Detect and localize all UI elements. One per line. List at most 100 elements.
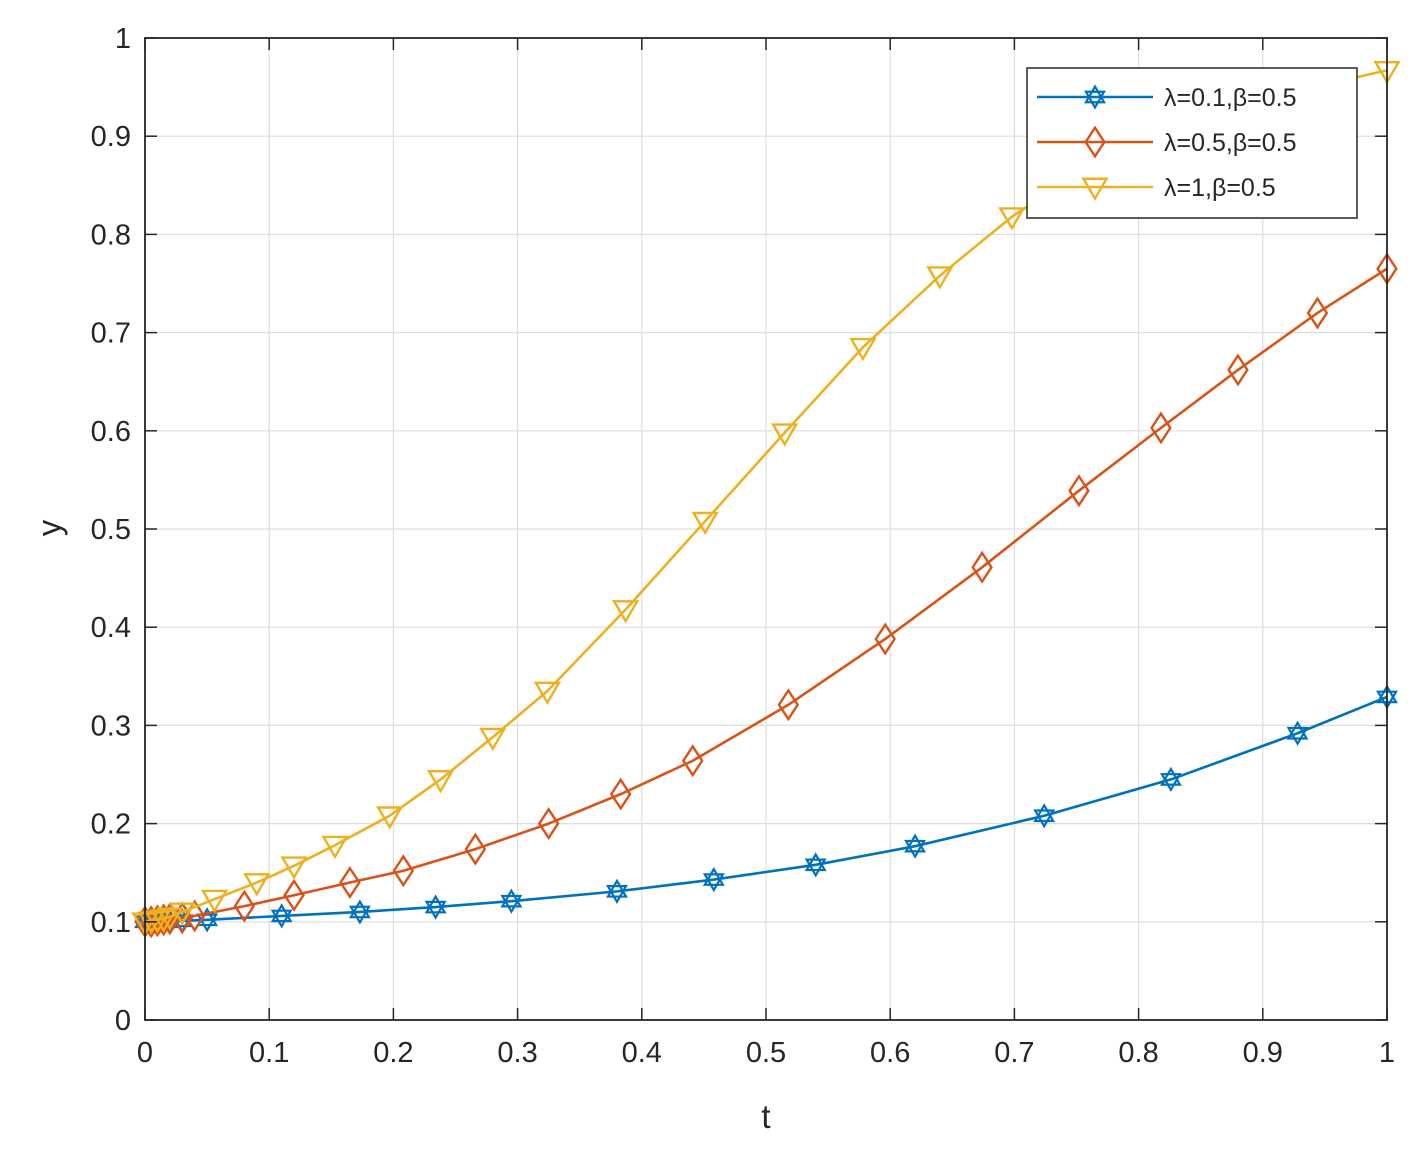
marker-triangle-up — [904, 833, 926, 853]
marker-triangle-down — [270, 909, 293, 929]
legend: λ=0.1,β=0.5 λ=0.5,β=0.5 λ=1,β=0.5 — [1026, 67, 1358, 219]
legend-item: λ=0.5,β=0.5 — [1037, 125, 1297, 159]
marker-triangle-down — [804, 858, 827, 878]
legend-item: λ=1,β=0.5 — [1037, 174, 1276, 202]
data-point — [702, 866, 725, 893]
data-point — [874, 622, 897, 656]
marker-triangle-down — [1033, 809, 1056, 829]
marker-triangle-up — [606, 878, 628, 898]
y-tick-label: 0.1 — [91, 907, 131, 939]
marker-triangle-down — [702, 873, 725, 893]
data-point — [424, 894, 447, 920]
marker-triangle-up — [348, 899, 371, 919]
legend-item: λ=0.1,β=0.5 — [1037, 84, 1297, 112]
marker-triangle-down — [606, 885, 628, 905]
marker-triangle-down — [1084, 90, 1106, 110]
data-point — [464, 832, 487, 866]
data-point — [348, 899, 371, 925]
data-point — [200, 889, 229, 914]
marker-triangle-up — [424, 894, 447, 914]
data-point — [777, 688, 800, 722]
x-tick-label: 0.6 — [870, 1037, 910, 1069]
marker-triangle-down — [904, 839, 926, 859]
y-tick-label: 0.5 — [91, 514, 131, 546]
data-point — [156, 907, 184, 931]
x-axis-title: t — [761, 1098, 770, 1135]
y-tick-label: 0.9 — [91, 121, 131, 153]
x-tick-label: 0.8 — [1118, 1037, 1158, 1069]
data-point — [283, 878, 305, 912]
data-point — [1084, 125, 1106, 159]
data-point — [1159, 766, 1182, 793]
data-point — [1068, 474, 1090, 508]
data-point — [233, 889, 256, 923]
marker-triangle-up — [702, 866, 725, 886]
y-tick-label: 0.6 — [91, 416, 131, 448]
marker-triangle-down — [424, 900, 447, 920]
marker-triangle-up — [270, 903, 293, 923]
data-point — [392, 854, 415, 888]
data-point — [612, 600, 640, 624]
x-tick-label: 0.4 — [622, 1037, 662, 1069]
marker-triangle-down — [500, 894, 523, 914]
data-point — [321, 835, 349, 860]
axes: 0 0.1 0.2 0.3 0.4 0.5 0.6 0.7 0.8 0.9 1 0 0.1 0.2 0.3 0… — [91, 23, 1395, 1069]
data-point — [426, 769, 455, 794]
data-point — [1227, 353, 1249, 387]
data-point — [376, 806, 404, 830]
x-tick-label: 0 — [137, 1037, 153, 1069]
data-point — [500, 888, 523, 914]
data-point — [1084, 84, 1106, 110]
series-line — [145, 267, 1388, 924]
y-tick-label: 0.2 — [91, 809, 131, 841]
data-point — [479, 727, 507, 752]
data-point — [1150, 411, 1172, 445]
x-tick-label: 0.3 — [497, 1037, 537, 1069]
legend-label: λ=1,β=0.5 — [1164, 174, 1276, 202]
marker-triangle-up — [1286, 720, 1309, 740]
marker-triangle-down — [1286, 726, 1309, 746]
data-point — [149, 909, 178, 933]
y-tick-label: 0.3 — [91, 710, 131, 742]
marker-triangle-up — [1084, 84, 1106, 104]
data-point — [681, 744, 704, 778]
marker-triangle-up — [1033, 803, 1056, 823]
data-point — [168, 902, 196, 926]
x-tick-label: 0.1 — [249, 1037, 289, 1069]
x-tick-label: 0.5 — [746, 1037, 786, 1069]
y-tick-label: 0.4 — [91, 612, 131, 644]
x-tick-label: 0.2 — [373, 1037, 413, 1069]
marker-triangle-up — [500, 888, 523, 908]
data-point — [849, 337, 877, 362]
x-tick-label: 1 — [1379, 1037, 1395, 1069]
data-point — [537, 807, 560, 841]
data-point — [243, 873, 271, 897]
legend-label: λ=0.5,β=0.5 — [1164, 129, 1297, 157]
data-point — [1033, 803, 1056, 829]
legend-label: λ=0.1,β=0.5 — [1164, 84, 1297, 112]
y-tick-label: 0.7 — [91, 318, 131, 350]
y-axis-title: y — [31, 519, 68, 536]
data-point — [1306, 296, 1329, 330]
data-point — [152, 903, 175, 937]
data-point — [691, 511, 719, 536]
data-point — [904, 833, 926, 859]
x-tick-label: 0.7 — [994, 1037, 1034, 1069]
data-point — [926, 266, 954, 290]
data-point — [1286, 720, 1309, 746]
data-point — [270, 903, 293, 929]
data-point — [971, 550, 993, 584]
data-point — [533, 681, 562, 705]
y-tick-label: 1 — [115, 23, 131, 55]
data-point — [770, 423, 799, 447]
marker-triangle-down — [1159, 773, 1182, 793]
marker-triangle-up — [1159, 766, 1182, 786]
data-point — [339, 866, 361, 900]
marker-triangle-down — [348, 905, 371, 925]
data-point — [804, 852, 827, 878]
y-tick-label: 0.8 — [91, 219, 131, 251]
x-tick-label: 0.9 — [1243, 1037, 1283, 1069]
data-point — [280, 856, 308, 880]
data-point — [606, 878, 628, 905]
